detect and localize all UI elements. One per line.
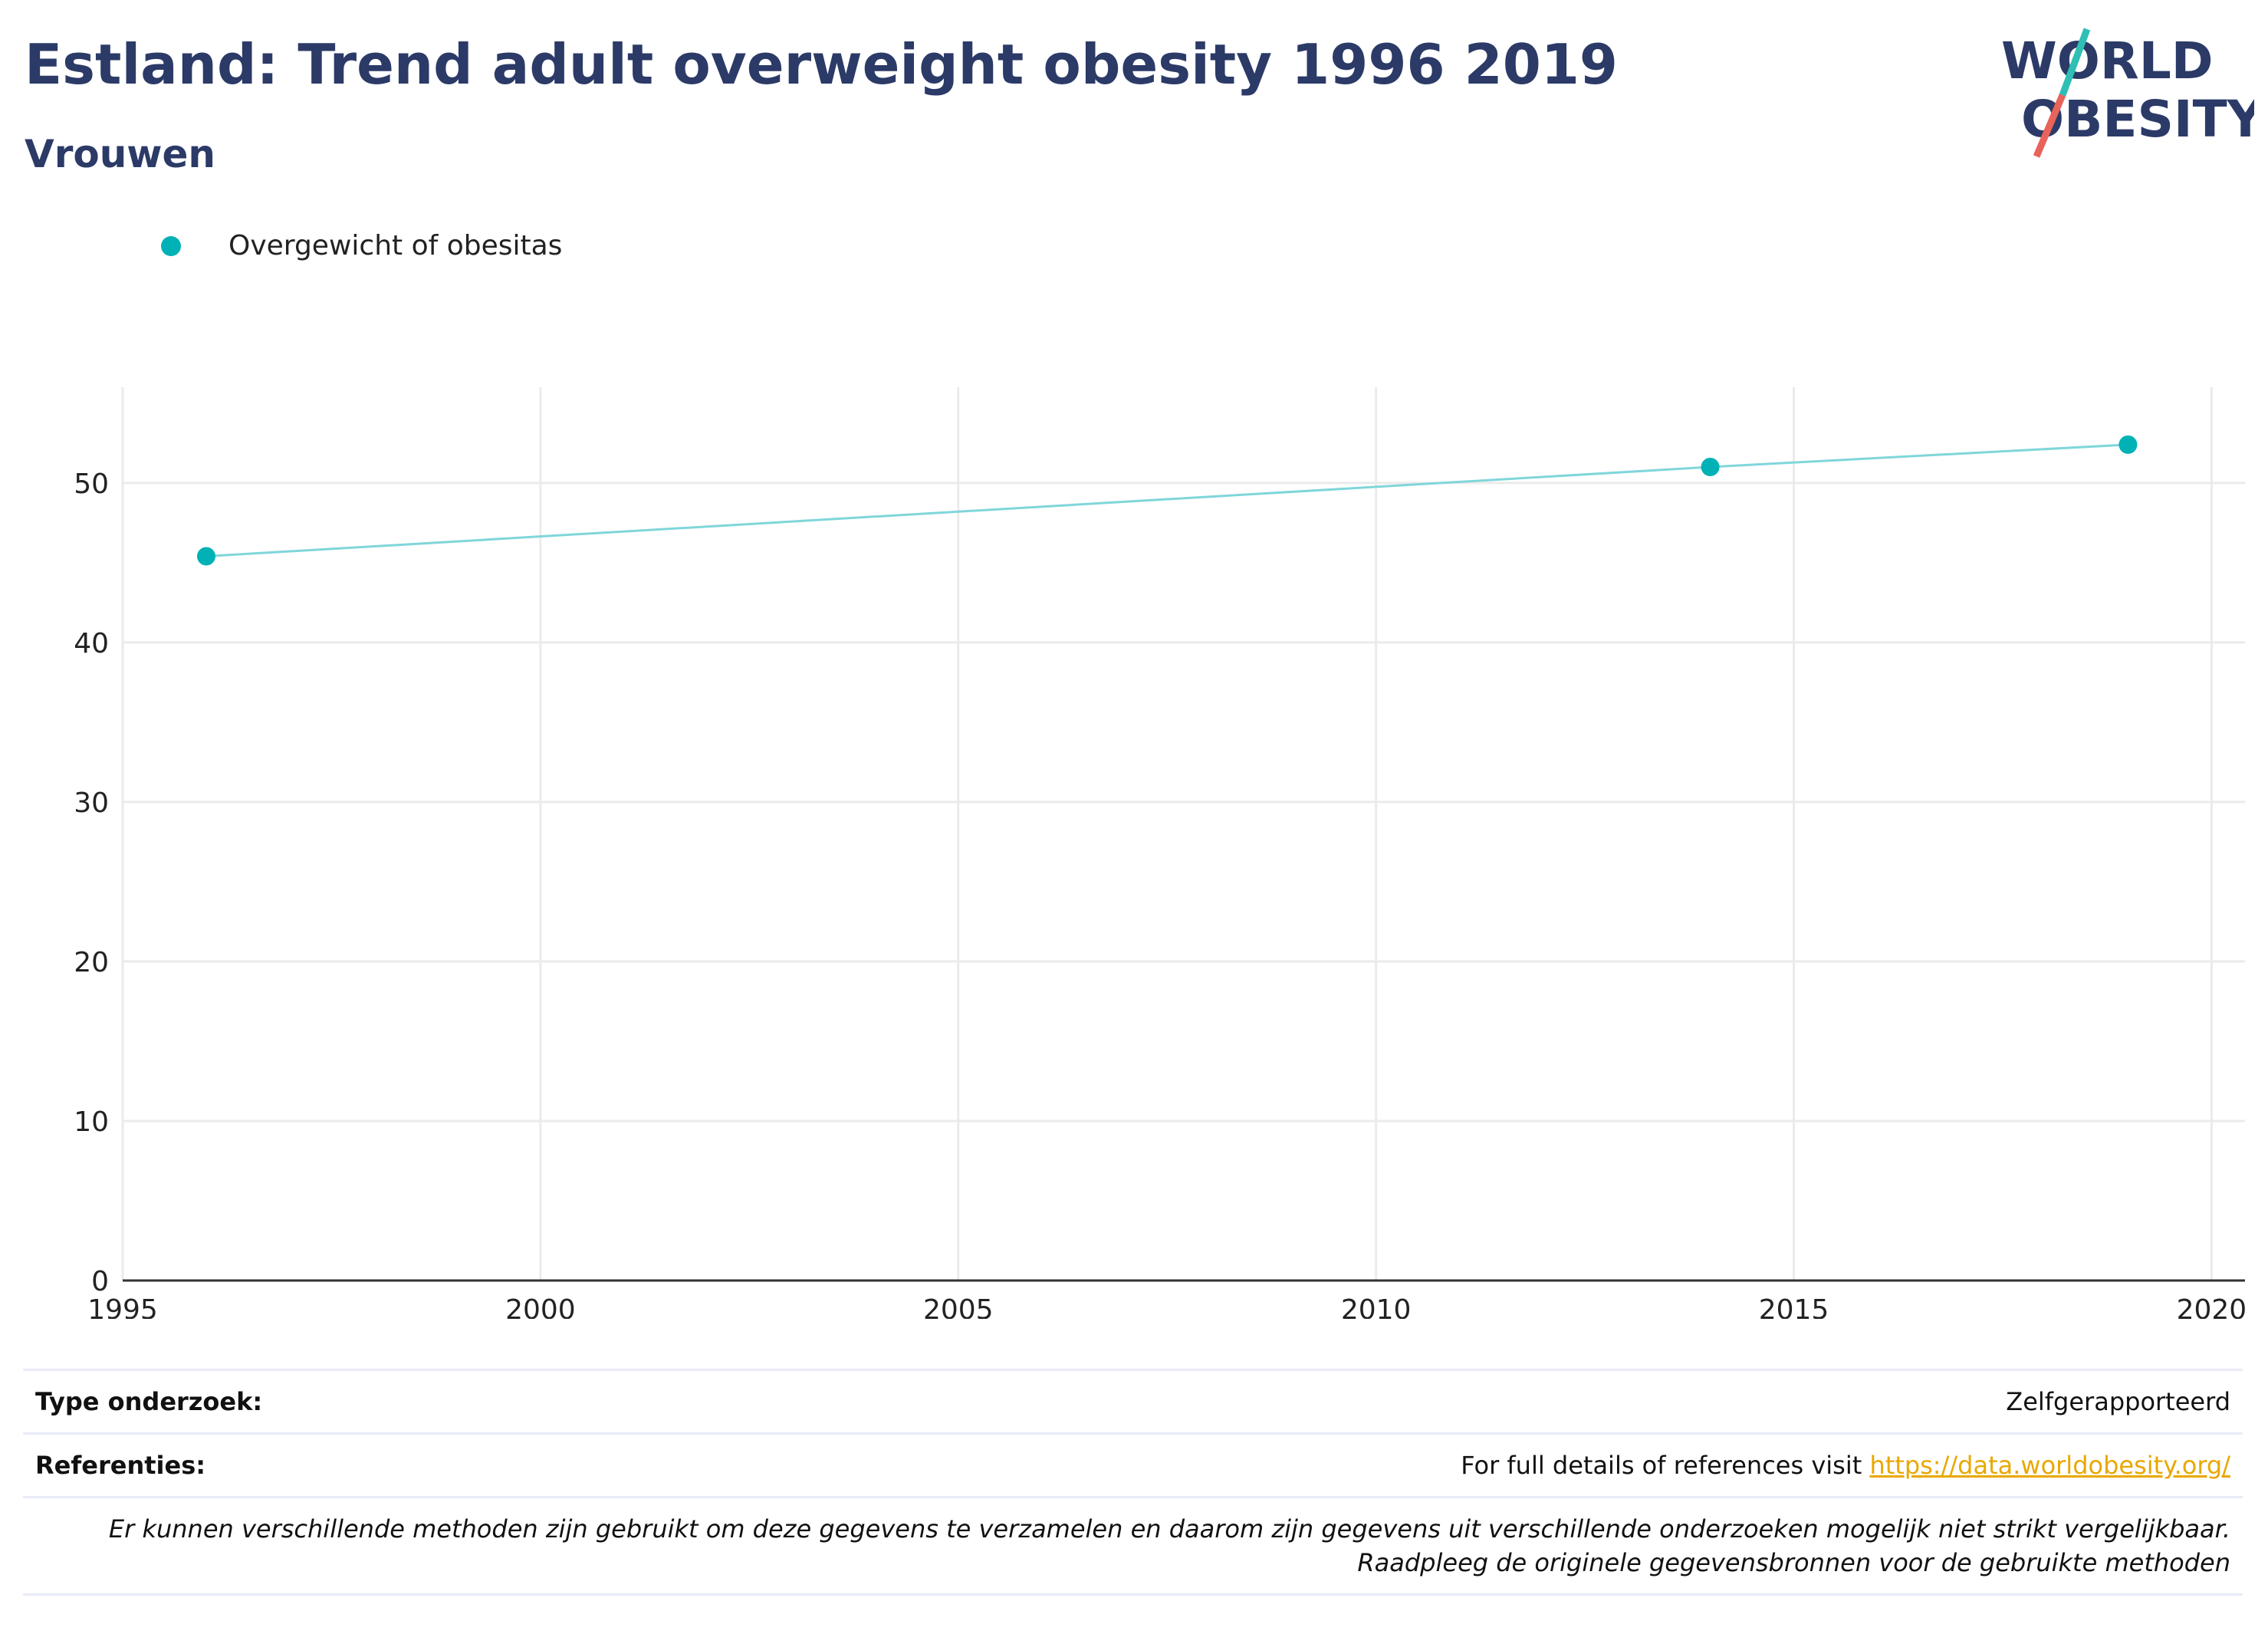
series-line [205,443,2128,558]
axes: 0 10 20 30 40 50 1995 2000 2005 2010 2015 2020 [74,469,2247,1319]
references-row: Referenties: For full details of referen… [23,1432,2243,1498]
x-tick-label: 1995 [87,1294,158,1319]
survey-type-row: Type onderzoek: Zelfgerapporteerd [23,1369,2243,1434]
y-tick-label: 30 [74,787,109,819]
world-obesity-logo: WORLD OBESITY [2001,28,2254,158]
legend: Overgewicht of obesitas [161,230,562,261]
data-point [196,547,215,566]
survey-type-label: Type onderzoek: [23,1369,590,1434]
logo-slash-bottom [2033,94,2066,158]
logo-line-1: WORLD [2001,31,2214,90]
methodology-note-row: Er kunnen verschillende methoden zijn ge… [23,1496,2243,1596]
info-table: Type onderzoek: Zelfgerapporteerd Refere… [23,1369,2243,1596]
grid [121,387,2245,1281]
chart-subtitle: Vrouwen [25,132,215,176]
logo-slash-top [2059,28,2091,97]
methodology-note: Er kunnen verschillende methoden zijn ge… [23,1496,2243,1596]
y-tick-label: 40 [74,628,109,659]
data-point [2118,435,2138,454]
references-label: Referenties: [23,1432,590,1498]
y-tick-label: 10 [74,1106,109,1138]
x-tick-label: 2000 [505,1294,576,1319]
line-chart: 0 10 20 30 40 50 1995 2000 2005 2010 2015 2020 [74,387,2247,1319]
survey-type-value: Zelfgerapporteerd [590,1369,2243,1434]
references-link[interactable]: https://data.worldobesity.org/ [1869,1451,2230,1480]
x-tick-label: 2015 [1759,1294,1829,1319]
x-tick-label: 2005 [923,1294,994,1319]
y-tick-label: 50 [74,469,109,500]
legend-marker [161,235,181,256]
y-tick-label: 20 [74,947,109,978]
references-value: For full details of references visit htt… [590,1432,2243,1498]
data-point [1701,458,1720,477]
legend-label: Overgewicht of obesitas [228,230,563,261]
series [196,435,2138,566]
x-tick-label: 2010 [1341,1294,1412,1319]
references-text: For full details of references visit [1461,1451,1862,1480]
y-tick-label: 0 [91,1266,109,1297]
x-tick-label: 2020 [2177,1294,2247,1319]
chart-title: Estland: Trend adult overweight obesity … [25,32,1619,97]
